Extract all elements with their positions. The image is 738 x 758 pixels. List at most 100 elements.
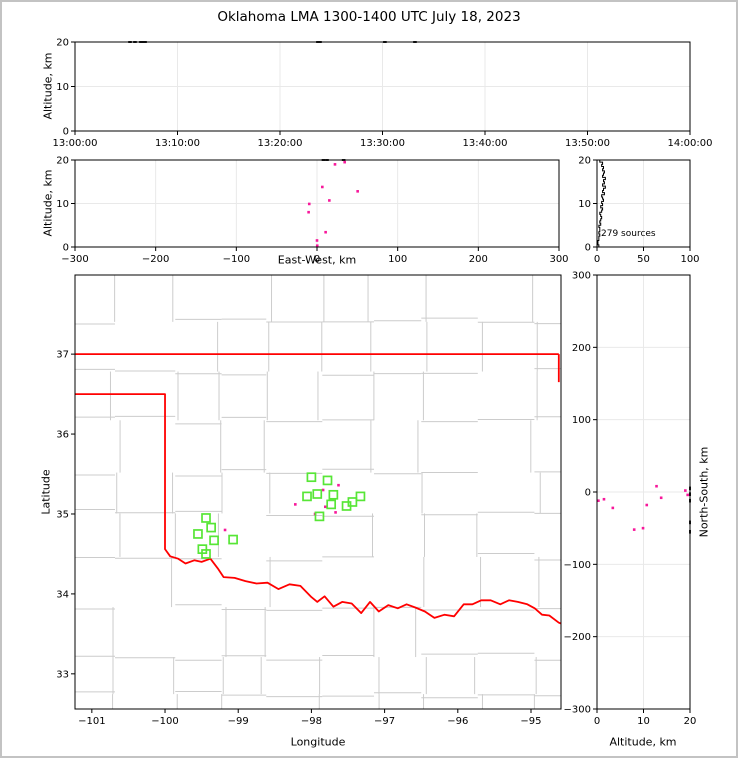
lma-station-marker bbox=[209, 535, 219, 546]
x-tick-label: −100 bbox=[223, 254, 250, 265]
x-tick-label: 100 bbox=[388, 254, 407, 265]
y-tick-label: 100 bbox=[572, 415, 591, 426]
ns-panel-ylabel: North-South, km bbox=[697, 446, 711, 538]
source-point bbox=[611, 506, 615, 510]
panel-plan-view-map: −101 −100 −99 −98 −97 −96 −95 33 34 35 36 37 bbox=[56, 274, 562, 727]
source-point bbox=[315, 239, 319, 242]
x-tick-label: −300 bbox=[61, 254, 88, 265]
lma-station-marker bbox=[193, 529, 203, 539]
source-point bbox=[684, 489, 687, 492]
panel-time-altitude: 13:00:00 13:10:00 13:20:00 13:30:00 13:40:00… bbox=[53, 38, 713, 150]
x-tick-label: −96 bbox=[447, 716, 468, 727]
x-tick-label: 100 bbox=[680, 254, 699, 265]
y-tick-label: 37 bbox=[56, 350, 69, 361]
source-point bbox=[324, 505, 327, 509]
x-tick-label: 50 bbox=[637, 254, 650, 265]
x-tick-label: 14:00:00 bbox=[668, 138, 713, 149]
lma-station-marker bbox=[328, 489, 339, 500]
source-point bbox=[645, 503, 649, 507]
lma-station-marker bbox=[206, 522, 216, 533]
x-tick-label: 13:40:00 bbox=[463, 138, 508, 149]
source-point bbox=[686, 493, 689, 497]
source-point bbox=[223, 528, 227, 532]
y-tick-label: 36 bbox=[56, 430, 69, 441]
source-point bbox=[307, 202, 311, 206]
lma-station-marker bbox=[302, 491, 312, 502]
y-tick-label: 10 bbox=[56, 199, 69, 210]
panel-ew-altitude: −300 −200 −100 0 100 200 300 0 10 20 bbox=[56, 156, 568, 266]
source-point bbox=[597, 499, 600, 502]
map-sources bbox=[223, 483, 340, 532]
x-tick-label: 200 bbox=[469, 254, 488, 265]
altitude-histogram-line bbox=[597, 159, 606, 248]
y-tick-label: −100 bbox=[564, 560, 591, 571]
x-tick-label: −95 bbox=[520, 716, 541, 727]
lma-stations bbox=[193, 472, 366, 559]
x-tick-label: 13:50:00 bbox=[565, 138, 610, 149]
x-tick-label: 13:10:00 bbox=[155, 138, 200, 149]
x-tick-label: 13:00:00 bbox=[53, 138, 98, 149]
panel-border bbox=[74, 274, 562, 710]
y-tick-label: 0 bbox=[63, 127, 69, 138]
ns-panel-xlabel: Altitude, km bbox=[609, 735, 677, 749]
y-tick-label: 33 bbox=[56, 669, 69, 680]
y-tick-label: −200 bbox=[564, 632, 591, 643]
x-tick-label: 13:30:00 bbox=[360, 138, 405, 149]
x-tick-label: −200 bbox=[142, 254, 169, 265]
lma-station-marker bbox=[312, 489, 323, 499]
lma-station-marker bbox=[314, 511, 325, 522]
x-tick-label: −99 bbox=[228, 716, 249, 727]
source-point bbox=[334, 511, 337, 514]
y-tick-label: 34 bbox=[56, 589, 69, 600]
source-point bbox=[641, 526, 645, 530]
lma-station-marker bbox=[306, 472, 317, 483]
figure-title: Oklahoma LMA 1300-1400 UTC July 18, 2023 bbox=[217, 9, 521, 25]
source-point bbox=[659, 496, 663, 500]
source-point bbox=[324, 230, 327, 234]
y-tick-label: 0 bbox=[585, 243, 591, 254]
source-point bbox=[602, 497, 606, 501]
source-point bbox=[294, 503, 297, 506]
x-tick-label: 13:20:00 bbox=[258, 138, 303, 149]
lma-station-marker bbox=[201, 549, 211, 559]
county-lines bbox=[75, 275, 561, 709]
source-point bbox=[632, 528, 636, 531]
y-tick-label: 0 bbox=[63, 243, 69, 254]
source-point bbox=[343, 160, 346, 164]
source-point bbox=[356, 190, 359, 193]
x-tick-label: 10 bbox=[637, 716, 650, 727]
lma-station-marker bbox=[355, 491, 366, 502]
source-point bbox=[321, 488, 325, 492]
source-point bbox=[307, 210, 310, 214]
source-point bbox=[328, 199, 331, 202]
lma-station-marker bbox=[201, 513, 211, 523]
source-point bbox=[337, 483, 340, 487]
y-tick-label: 35 bbox=[56, 509, 69, 520]
map-xlabel: Longitude bbox=[290, 735, 346, 749]
y-tick-label: 200 bbox=[572, 343, 591, 354]
x-tick-label: −101 bbox=[78, 716, 105, 727]
x-tick-label: 20 bbox=[684, 716, 697, 727]
lma-station-marker bbox=[322, 475, 333, 486]
lma-station-marker bbox=[228, 534, 238, 545]
x-tick-label: 0 bbox=[594, 716, 600, 727]
y-tick-label: 20 bbox=[56, 38, 69, 49]
x-tick-label: −97 bbox=[374, 716, 395, 727]
panel-ns-altitude: 0 10 20 300 200 100 0 −100 −200 −300 bbox=[564, 271, 697, 728]
y-tick-label: 20 bbox=[578, 156, 591, 167]
lma-station-marker bbox=[326, 499, 337, 510]
lma-station-marker bbox=[341, 501, 352, 511]
panel-altitude-histogram: 0 50 100 0 10 20 bbox=[578, 156, 699, 266]
x-tick-label: −98 bbox=[301, 716, 322, 727]
y-tick-label: 300 bbox=[572, 271, 591, 282]
map-ylabel: Latitude bbox=[39, 469, 53, 515]
y-tick-label: 0 bbox=[585, 488, 591, 499]
x-tick-label: 0 bbox=[594, 254, 600, 265]
time-panel-ylabel: Altitude, km bbox=[41, 52, 55, 120]
y-tick-label: 10 bbox=[56, 82, 69, 93]
y-tick-label: 10 bbox=[578, 199, 591, 210]
red-river-border bbox=[75, 393, 561, 625]
y-tick-label: −300 bbox=[564, 705, 591, 716]
